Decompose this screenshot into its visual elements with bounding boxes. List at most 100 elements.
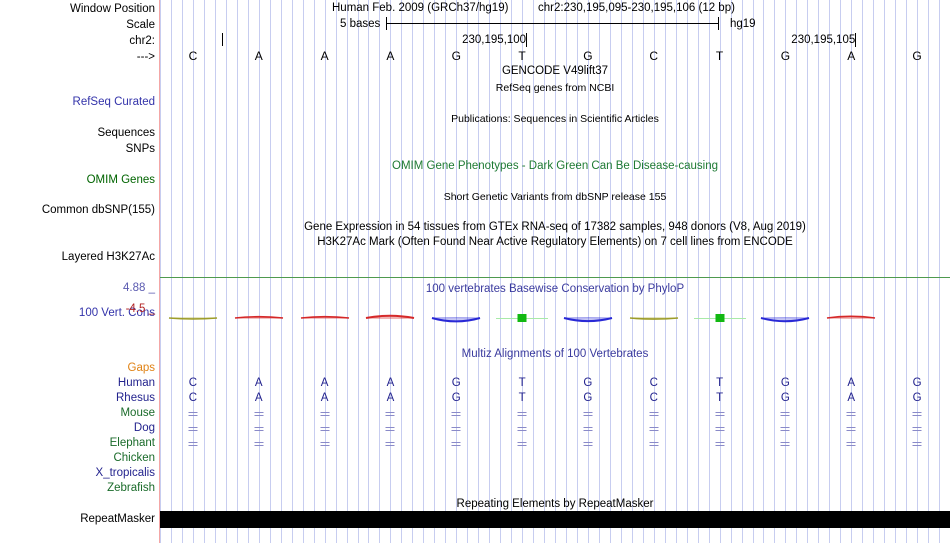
conservation-arc-icon bbox=[431, 317, 481, 323]
phylop-conservation-track[interactable] bbox=[160, 300, 950, 336]
gridline bbox=[303, 0, 304, 543]
conservation-bar[interactable] bbox=[233, 300, 285, 336]
label-sequences[interactable]: Sequences bbox=[97, 127, 155, 139]
gridline bbox=[478, 0, 479, 543]
multiz-gap-mark bbox=[188, 442, 198, 448]
label-omim-genes[interactable]: OMIM Genes bbox=[86, 174, 155, 186]
label-species-xtropicalis[interactable]: X_tropicalis bbox=[95, 467, 155, 479]
gridline bbox=[621, 0, 622, 543]
gridline bbox=[742, 0, 743, 543]
gridline bbox=[522, 0, 523, 543]
conservation-bar[interactable] bbox=[430, 300, 482, 336]
refseq-subtitle: RefSeq genes from NCBI bbox=[495, 82, 615, 94]
conservation-bar[interactable] bbox=[167, 300, 219, 336]
multiz-base-letter: G bbox=[912, 377, 922, 389]
track-data-area: Human Feb. 2009 (GRCh37/hg19) chr2:230,1… bbox=[160, 0, 950, 543]
multiz-gap-mark bbox=[385, 442, 395, 448]
gridline bbox=[489, 0, 490, 543]
conservation-bar[interactable] bbox=[364, 300, 416, 336]
gridline bbox=[906, 0, 907, 543]
ruler-base-letter: G bbox=[583, 49, 593, 63]
gridline bbox=[566, 0, 567, 543]
label-repeatmasker[interactable]: RepeatMasker bbox=[80, 513, 155, 525]
label-common-dbsnp[interactable]: Common dbSNP(155) bbox=[41, 204, 155, 216]
conservation-bar[interactable] bbox=[628, 300, 680, 336]
gridline bbox=[182, 0, 183, 543]
track-label-gutter: Window Position Scale chr2: ---> RefSeq … bbox=[0, 0, 159, 543]
label-species-rhesus[interactable]: Rhesus bbox=[116, 392, 155, 404]
multiz-gap-mark bbox=[320, 442, 330, 448]
ruler-base-letter: C bbox=[188, 49, 198, 63]
multiz-base-letter: G bbox=[451, 377, 461, 389]
multiz-base-letter: G bbox=[583, 392, 593, 404]
ruler-position-label: 230,195,105 bbox=[791, 34, 856, 46]
h3k27ac-title: H3K27Ac Mark (Often Found Near Active Re… bbox=[317, 236, 793, 248]
multiz-base-letter: G bbox=[583, 377, 593, 389]
gridline bbox=[818, 0, 819, 543]
gridline bbox=[544, 0, 545, 543]
gridline bbox=[467, 0, 468, 543]
conservation-arc-icon bbox=[563, 317, 613, 323]
conservation-bar[interactable] bbox=[562, 300, 614, 336]
conservation-bar[interactable] bbox=[759, 300, 811, 336]
multiz-base-letter: A bbox=[320, 377, 329, 389]
ruler-base-letter: T bbox=[715, 49, 724, 63]
gridline bbox=[248, 0, 249, 543]
gridline bbox=[193, 0, 194, 543]
gridline bbox=[687, 0, 688, 543]
gridline bbox=[379, 0, 380, 543]
multiz-gap-mark bbox=[583, 427, 593, 433]
label-gaps[interactable]: Gaps bbox=[127, 362, 156, 374]
ruler-position-tick bbox=[526, 33, 528, 47]
conservation-arc-icon bbox=[827, 315, 876, 319]
multiz-gap-mark bbox=[517, 427, 527, 433]
multiz-gap-mark bbox=[780, 412, 790, 418]
ruler-position-tick bbox=[855, 33, 857, 47]
label-layered-h3k27ac[interactable]: Layered H3K27Ac bbox=[61, 251, 155, 263]
label-species-dog[interactable]: Dog bbox=[133, 422, 155, 434]
gridline bbox=[785, 0, 786, 543]
multiz-gap-mark bbox=[780, 442, 790, 448]
gridline bbox=[599, 0, 600, 543]
gridline bbox=[281, 0, 282, 543]
conservation-arc-icon bbox=[234, 315, 283, 319]
gridline bbox=[709, 0, 710, 543]
label-species-elephant[interactable]: Elephant bbox=[109, 437, 155, 449]
gridline bbox=[434, 0, 435, 543]
gridline bbox=[720, 0, 721, 543]
label-snps[interactable]: SNPs bbox=[125, 143, 155, 155]
multiz-base-letter: A bbox=[386, 392, 395, 404]
publications-title: Publications: Sequences in Scientific Ar… bbox=[451, 113, 659, 125]
multiz-title: Multiz Alignments of 100 Vertebrates bbox=[461, 348, 649, 360]
multiz-gap-mark bbox=[583, 412, 593, 418]
multiz-base-letter: G bbox=[780, 392, 790, 404]
label-100-vert-cons[interactable]: 100 Vert. Cons bbox=[78, 307, 155, 319]
conservation-bar[interactable] bbox=[825, 300, 877, 336]
label-species-human[interactable]: Human bbox=[117, 377, 155, 389]
gridline bbox=[555, 0, 556, 543]
gridline bbox=[917, 0, 918, 543]
gridline bbox=[347, 0, 348, 543]
repeatmasker-bar[interactable] bbox=[160, 511, 950, 528]
gridline bbox=[632, 0, 633, 543]
multiz-gap-mark bbox=[451, 427, 461, 433]
label-species-chicken[interactable]: Chicken bbox=[113, 452, 155, 464]
conservation-arc-icon bbox=[168, 317, 217, 320]
conservation-bar[interactable] bbox=[299, 300, 351, 336]
gridline bbox=[358, 0, 359, 543]
multiz-gap-mark bbox=[451, 442, 461, 448]
gridline bbox=[939, 0, 940, 543]
label-species-zebrafish[interactable]: Zebrafish bbox=[107, 482, 155, 494]
multiz-gap-mark bbox=[912, 412, 922, 418]
label-window-position: Window Position bbox=[69, 3, 155, 15]
label-refseq-curated[interactable]: RefSeq Curated bbox=[72, 96, 155, 108]
multiz-gap-mark bbox=[649, 442, 659, 448]
gtex-title: Gene Expression in 54 tissues from GTEx … bbox=[304, 221, 806, 233]
omim-title: OMIM Gene Phenotypes - Dark Green Can Be… bbox=[392, 160, 718, 172]
conservation-bar[interactable] bbox=[891, 300, 943, 336]
label-species-mouse[interactable]: Mouse bbox=[120, 407, 155, 419]
conservation-bar[interactable] bbox=[496, 300, 549, 336]
gridline bbox=[753, 0, 754, 543]
conservation-bar[interactable] bbox=[693, 300, 746, 336]
multiz-gap-mark bbox=[846, 442, 856, 448]
